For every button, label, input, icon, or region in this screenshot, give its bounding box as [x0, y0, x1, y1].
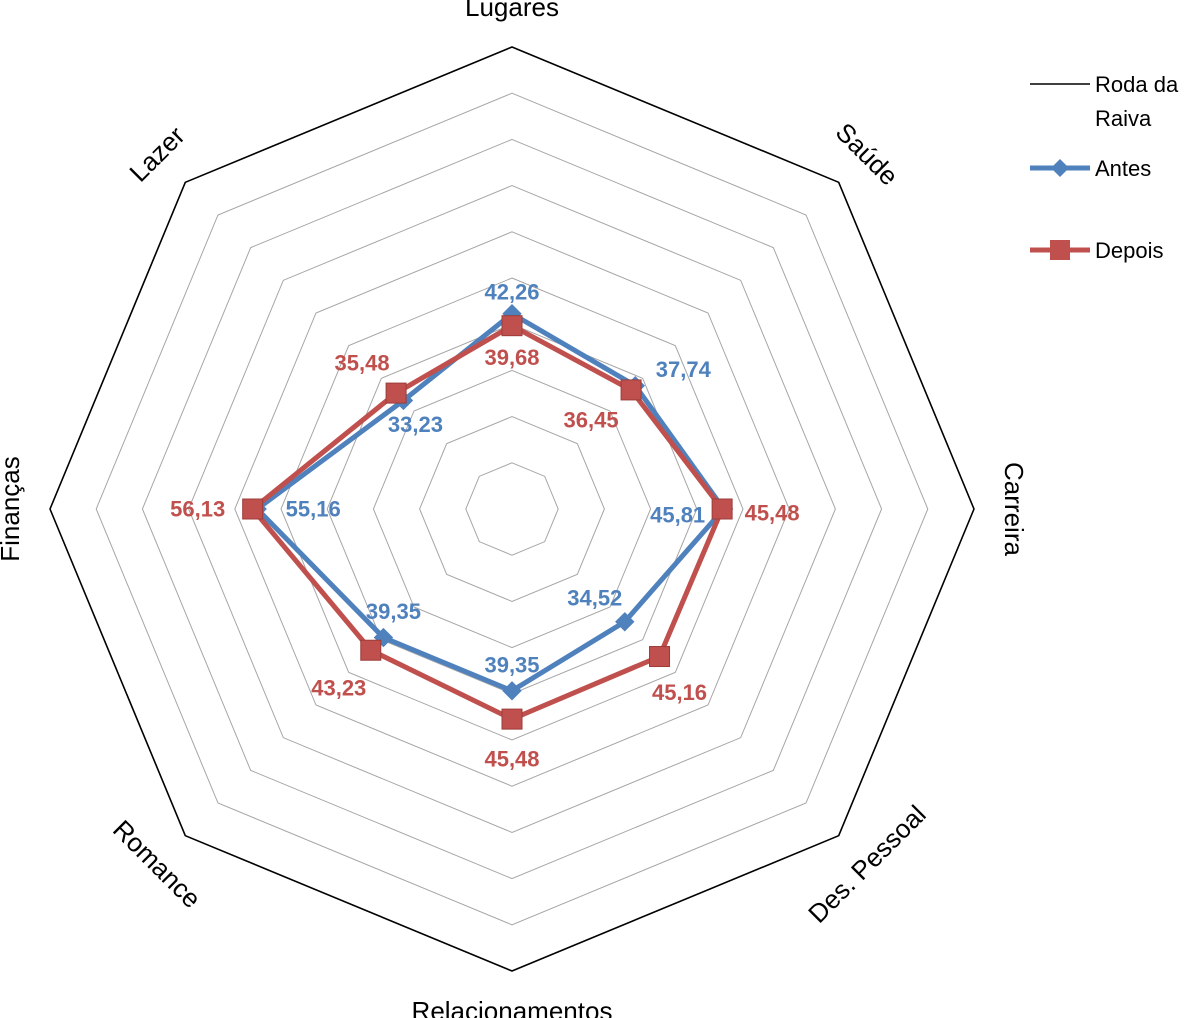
legend-label-antes: Antes	[1095, 156, 1151, 181]
grid-ring-10	[465, 462, 559, 556]
grid-ring-20	[419, 416, 605, 602]
marker-depois-financas	[242, 498, 264, 520]
legend-label-roda-da-raiva: Roda da Raiva	[1095, 72, 1179, 131]
data-label-antes-des-pessoal: 34,52	[567, 585, 622, 610]
data-label-antes-lazer: 33,23	[388, 412, 443, 437]
legend: Roda da Raiva Antes Depois	[1030, 72, 1179, 263]
data-label-depois-lugares: 39,68	[484, 345, 539, 370]
marker-depois-des-pessoal	[649, 646, 671, 668]
category-label-romance: Romance	[107, 814, 207, 914]
grid-ring-90	[95, 92, 929, 926]
marker-antes-relacionamentos	[502, 681, 522, 701]
category-label-carreira: Carreira	[999, 462, 1029, 556]
data-label-depois-lazer: 35,48	[335, 351, 390, 376]
marker-depois-romance	[360, 639, 382, 661]
legend-item-antes: Antes	[1030, 156, 1151, 181]
data-label-antes-romance: 39,35	[366, 599, 421, 624]
data-label-depois-relacionamentos: 45,48	[484, 747, 539, 772]
category-label-lugares: Lugares	[465, 0, 559, 22]
category-label-saude: Saúde	[830, 117, 904, 191]
series-layer	[49, 46, 975, 972]
legend-marker-diamond	[1051, 159, 1069, 177]
marker-depois-relacionamentos	[501, 708, 523, 730]
data-label-antes-carreira: 45,81	[650, 503, 705, 528]
data-label-depois-carreira: 45,48	[745, 501, 800, 526]
legend-item-depois: Depois	[1030, 238, 1163, 263]
category-label-des-pessoal: Des. Pessoal	[802, 799, 932, 929]
category-label-financas: Finanças	[0, 456, 25, 562]
data-label-antes-saude: 37,74	[656, 357, 712, 382]
marker-antes-des-pessoal	[615, 612, 635, 632]
grid-ring-80	[141, 138, 883, 880]
series-roda-da-raiva	[49, 46, 975, 972]
grid-ring-30	[372, 369, 652, 649]
data-label-depois-romance: 43,23	[311, 676, 366, 701]
category-label-relacionamentos: Relacionamentos	[412, 996, 613, 1018]
data-label-antes-lugares: 42,26	[484, 279, 539, 304]
grid-ring-60	[234, 231, 790, 787]
marker-depois-carreira	[711, 498, 733, 520]
data-labels: 42,26 37,74 45,81 34,52 39,35 39,35 55,16 33,23…	[170, 279, 800, 771]
grid-ring-50	[280, 277, 744, 741]
data-label-depois-financas: 56,13	[170, 497, 225, 522]
legend-item-roda-da-raiva: Roda da Raiva	[1030, 72, 1179, 131]
data-label-depois-des-pessoal: 45,16	[652, 680, 707, 705]
legend-label-depois: Depois	[1095, 238, 1163, 263]
radar-grid	[95, 92, 929, 926]
series-line-roda-da-raiva	[49, 46, 975, 972]
marker-depois-lazer	[385, 382, 407, 404]
series-depois	[242, 315, 733, 730]
data-label-antes-relacionamentos: 39,35	[484, 652, 539, 677]
marker-depois-saude	[620, 379, 642, 401]
data-label-antes-financas: 55,16	[286, 497, 341, 522]
marker-depois-lugares	[501, 315, 523, 337]
legend-marker-square	[1050, 240, 1070, 260]
category-label-lazer: Lazer	[123, 120, 190, 187]
grid-ring-70	[188, 185, 836, 833]
data-label-depois-saude: 36,45	[564, 407, 619, 432]
category-labels: Lugares Saúde Carreira Des. Pessoal Relacion…	[0, 0, 1029, 1018]
